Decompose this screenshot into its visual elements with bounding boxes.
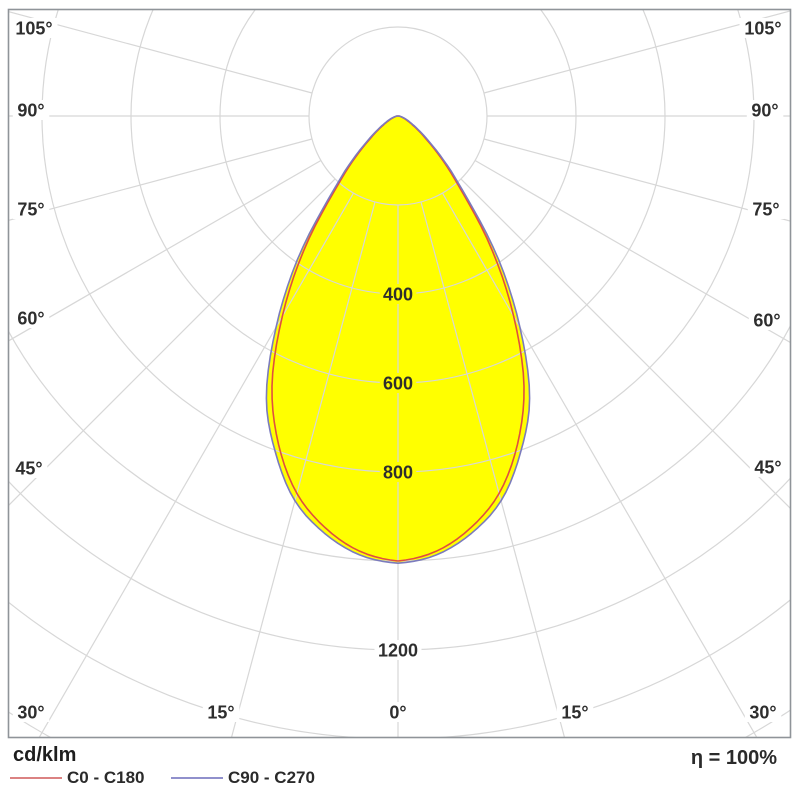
angle-tick-label: 15° [207, 703, 234, 723]
angle-tick-label-bg [739, 18, 787, 38]
angle-tick-label: 60° [17, 309, 44, 329]
angle-tick-label-bg [746, 100, 784, 120]
polar-chart: 400 600 800 1200 105° 90° 75° 60° 45° 30° 15° 0° 15°… [7, 8, 792, 739]
angle-tick-label-bg [747, 199, 785, 219]
angle-tick-label-bg [748, 310, 786, 330]
angle-tick-label-bg [10, 18, 58, 38]
angle-tick-label: 45° [15, 459, 42, 479]
grid-radial-line [460, 178, 791, 510]
angle-tick-label-bg [12, 702, 50, 722]
grid-radial-line [8, 11, 313, 94]
radial-tick-label: 1200 [378, 641, 418, 661]
angle-tick-label: 75° [17, 200, 44, 220]
legend-swatch-c0 [10, 777, 62, 779]
grid-radial-line [8, 178, 336, 507]
grid-radial-line [230, 201, 376, 738]
grid-radial-line [441, 192, 758, 738]
grid-radial-line [8, 138, 313, 221]
angle-tick-label: 105° [15, 19, 52, 39]
angle-tick-label-bg [12, 308, 50, 328]
radial-tick-label-bg [379, 373, 417, 393]
angle-tick-label-bg [385, 702, 411, 722]
plot-area: 400 600 800 1200 105° 90° 75° 60° 45° 30° 15° 0° 15°… [8, 9, 791, 738]
angle-tick-label-bg [556, 702, 594, 722]
radial-tick-label-bg [379, 462, 417, 482]
grid-radial-line [483, 10, 791, 94]
angle-tick-label: 15° [561, 703, 588, 723]
grid-radial-line [474, 159, 791, 344]
angle-tick-label: 0° [389, 703, 406, 723]
legend: C0 - C180 C90 - C270 [0, 767, 798, 791]
plot-border [7, 8, 792, 739]
angle-tick-label-bg [12, 100, 50, 120]
grid-radial-line [420, 201, 566, 738]
grid-radial-line [8, 159, 322, 342]
angle-tick-label: 30° [17, 703, 44, 723]
legend-swatch-c90 [171, 777, 223, 779]
radial-tick-label: 600 [383, 374, 413, 394]
angle-tick-label-bg [749, 457, 787, 477]
angle-tick-label: 90° [17, 101, 44, 121]
angle-tick-label: 30° [749, 703, 776, 723]
unit-label: cd/klm [13, 744, 77, 766]
efficiency-label: η = 100% [690, 747, 777, 769]
polar-chart-svg: 400 600 800 1200 105° 90° 75° 60° 45° 30° 15° 0° 15°… [7, 8, 792, 739]
grid-radial-line [38, 192, 355, 738]
angle-tick-label-bg [744, 702, 782, 722]
grid-radial-line [483, 138, 791, 222]
legend-label-c90: C90 - C270 [228, 768, 315, 787]
angle-tick-label: 45° [754, 458, 781, 478]
radial-tick-label: 400 [383, 285, 413, 305]
angle-tick-label: 105° [744, 19, 781, 39]
radial-tick-label-bg [374, 640, 422, 660]
angle-tick-label: 60° [753, 311, 780, 331]
angle-tick-label-bg [12, 199, 50, 219]
legend-label-c0: C0 - C180 [67, 768, 145, 787]
angle-tick-label: 75° [752, 200, 779, 220]
angle-tick-label-bg [10, 458, 48, 478]
curve-c90-c270 [265, 115, 531, 564]
angle-tick-label-bg [202, 702, 240, 722]
radial-tick-label: 800 [383, 463, 413, 483]
radial-tick-label-bg [379, 284, 417, 304]
angle-tick-label: 90° [751, 101, 778, 121]
